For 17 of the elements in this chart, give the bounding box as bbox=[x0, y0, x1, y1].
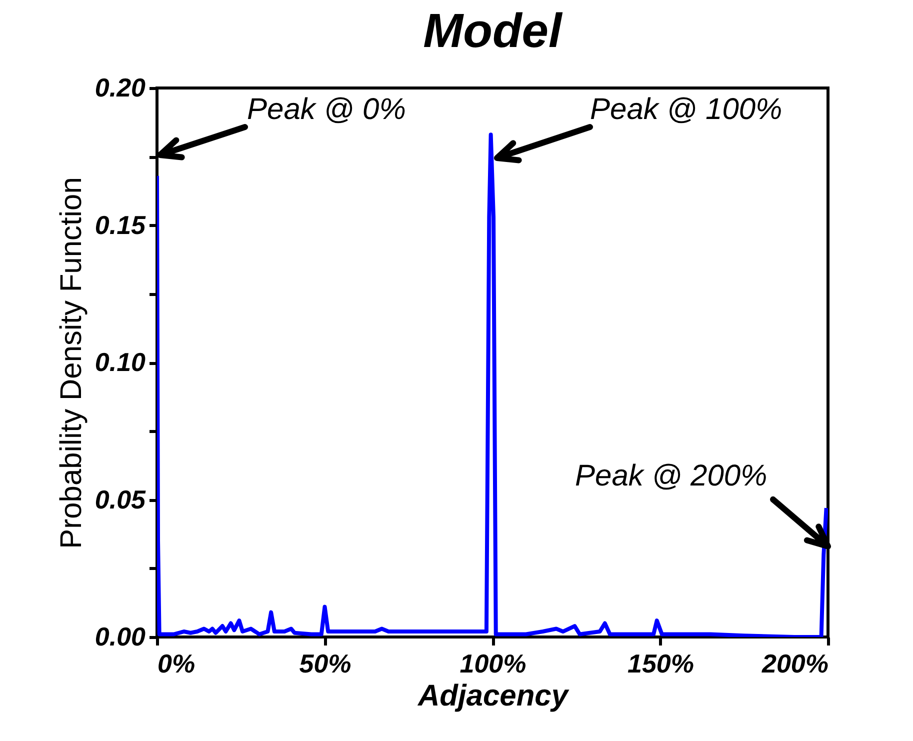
annotation: Peak @ 200% bbox=[575, 459, 768, 492]
x-axis-title: Adjacency bbox=[416, 680, 570, 712]
line-series bbox=[157, 132, 828, 637]
x-tick-label: 0% bbox=[158, 648, 196, 678]
annotation: Peak @ 0% bbox=[247, 93, 406, 126]
chart-title: Model bbox=[423, 5, 564, 58]
x-tick-label: 50% bbox=[299, 648, 352, 678]
annotation: Peak @ 100% bbox=[590, 93, 782, 126]
y-tick-label: 0.05 bbox=[94, 484, 146, 514]
y-tick-label: 0.20 bbox=[94, 72, 146, 102]
y-axis-title: Probability Density Function bbox=[54, 177, 88, 549]
x-tick-label: 100% bbox=[460, 648, 526, 678]
y-tick-label: 0.10 bbox=[94, 347, 146, 377]
y-tick-label: 0.15 bbox=[94, 210, 146, 240]
x-tick-label: 200% bbox=[761, 648, 828, 678]
y-tick-label: 0.00 bbox=[94, 622, 146, 652]
x-tick-label: 150% bbox=[628, 648, 694, 678]
